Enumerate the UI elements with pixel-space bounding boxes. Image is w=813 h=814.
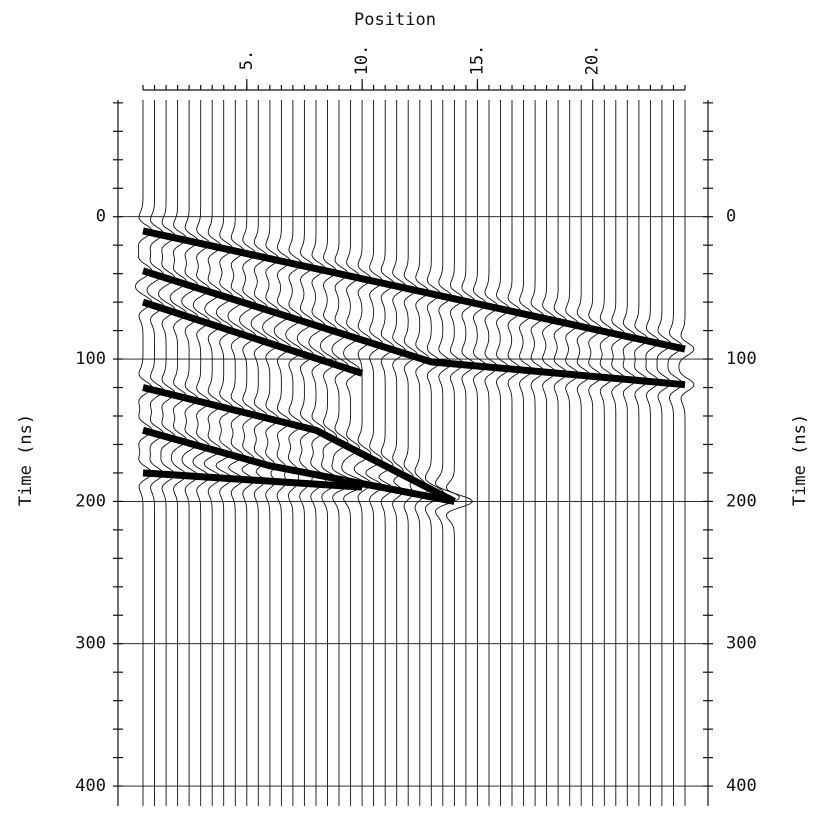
reflection-event — [141, 267, 686, 389]
y-tick-label-right: 0 — [726, 207, 736, 227]
trace — [496, 100, 510, 806]
trace — [553, 100, 568, 806]
trace — [403, 100, 418, 806]
trace — [285, 100, 303, 806]
trace — [434, 100, 460, 806]
trace — [181, 100, 199, 806]
trace — [135, 100, 153, 806]
trace — [611, 100, 626, 806]
trace — [576, 100, 591, 806]
reflection-event — [142, 384, 456, 505]
x-tick-label: 5. — [237, 50, 257, 70]
trace — [530, 100, 545, 806]
reflection-event — [142, 426, 456, 505]
y-tick-label-right: 300 — [726, 634, 757, 654]
reflection-event — [142, 469, 363, 491]
trace — [227, 100, 245, 806]
trace — [484, 100, 499, 806]
trace — [667, 100, 683, 806]
trace — [519, 100, 533, 806]
trace — [169, 100, 188, 806]
reflection-event — [141, 298, 364, 377]
trace — [319, 100, 340, 806]
trace — [353, 100, 372, 806]
reflection-event — [142, 227, 686, 353]
x-tick-label: 15. — [467, 45, 487, 76]
trace — [158, 100, 176, 806]
trace — [645, 100, 660, 806]
y-tick-label: 200 — [75, 491, 106, 511]
trace — [308, 100, 327, 806]
trace — [507, 100, 522, 806]
trace — [678, 100, 695, 806]
trace — [296, 100, 314, 806]
trace — [146, 100, 164, 806]
y-tick-label-right: 400 — [726, 776, 757, 796]
x-axis-label: Position — [354, 10, 436, 30]
trace — [461, 100, 476, 806]
trace — [273, 100, 291, 806]
y-axis-label: Time (ns) — [16, 414, 36, 506]
trace — [192, 100, 211, 806]
trace — [656, 100, 672, 806]
trace — [392, 100, 407, 806]
x-tick-label: 10. — [352, 45, 372, 76]
y-tick-label: 0 — [96, 207, 106, 227]
trace — [262, 100, 280, 806]
trace — [622, 100, 637, 806]
trace — [239, 100, 257, 806]
trace — [599, 100, 614, 806]
trace — [472, 100, 487, 806]
x-tick-label: 20. — [583, 45, 603, 76]
trace — [542, 100, 557, 806]
y-tick-label: 100 — [75, 349, 106, 369]
trace — [365, 100, 384, 806]
trace — [445, 100, 473, 806]
trace — [331, 100, 354, 806]
trace — [588, 100, 603, 806]
y-axis-label-right: Time (ns) — [790, 414, 810, 506]
y-tick-label: 400 — [75, 776, 106, 796]
y-tick-label-right: 200 — [726, 491, 757, 511]
trace — [414, 100, 430, 806]
y-tick-label-right: 100 — [726, 349, 757, 369]
y-tick-label: 300 — [75, 634, 106, 654]
trace — [378, 100, 395, 806]
trace — [250, 100, 268, 806]
trace — [634, 100, 649, 806]
trace — [424, 100, 445, 806]
trace — [565, 100, 580, 806]
